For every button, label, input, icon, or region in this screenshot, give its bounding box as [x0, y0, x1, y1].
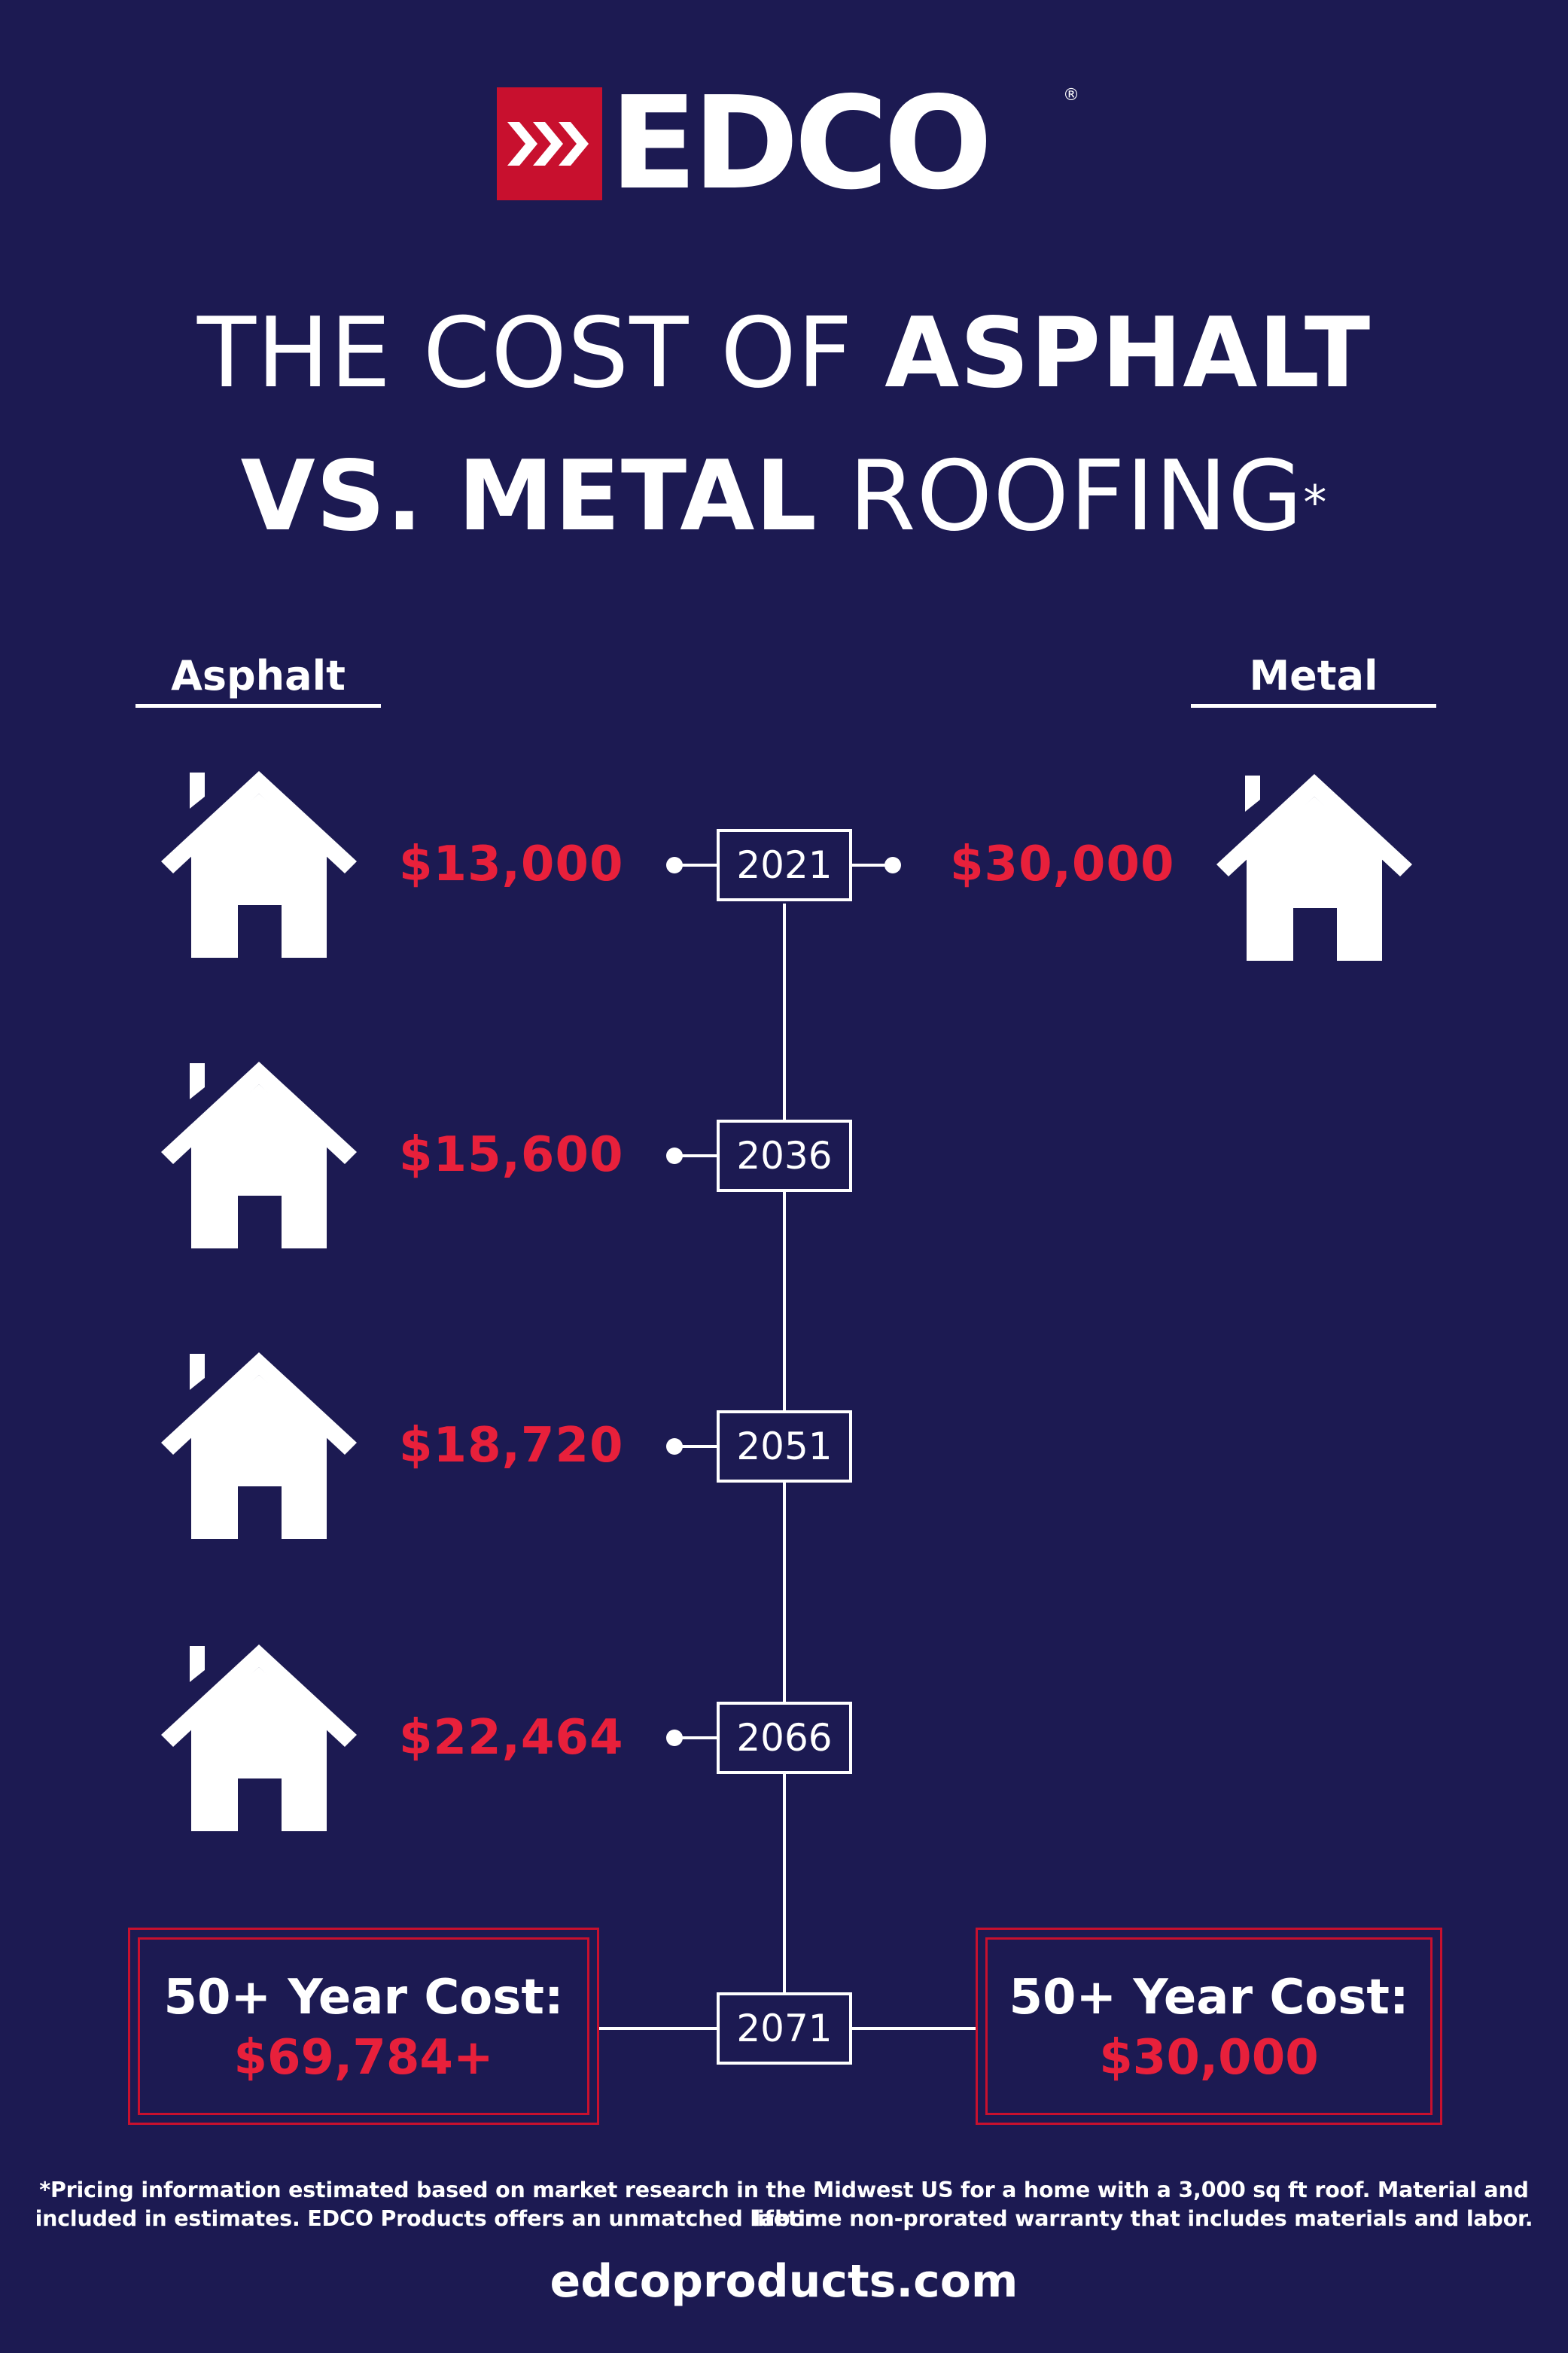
connector-dot-left-2066 — [666, 1730, 683, 1746]
year-box-2051: 2051 — [717, 1410, 852, 1483]
headline-emphasis: ASPHALT — [884, 297, 1372, 410]
asphalt-summary-value: $69,784+ — [233, 2030, 494, 2086]
year-box-2036: 2036 — [717, 1120, 852, 1192]
year-box-2021: 2021 — [717, 829, 852, 901]
house-icon — [1216, 774, 1412, 961]
footnote-line-1: *Pricing information estimated based on … — [39, 2178, 1529, 2231]
asphalt-summary-inner-border — [138, 1937, 589, 2115]
asphalt-heading-rule — [135, 704, 381, 708]
edco-logo: EDCO ® — [497, 72, 1079, 215]
headline-part: THE COST OF — [196, 297, 885, 410]
year-box-2066: 2066 — [717, 1702, 852, 1774]
year-box-2071: 2071 — [717, 1992, 852, 2065]
headline-line-1: THE COST OF ASPHALT — [0, 297, 1568, 410]
connector-dot-left-2036 — [666, 1148, 683, 1164]
connector-dot-left-2051 — [666, 1438, 683, 1455]
asphalt-price-2036: $15,600 — [399, 1127, 624, 1183]
metal-column-heading: Metal — [1249, 652, 1378, 699]
headline-part: ROOFING — [817, 440, 1304, 553]
headline-asterisk: * — [1303, 475, 1328, 530]
metal-price-2021: $30,000 — [950, 837, 1175, 892]
asphalt-summary-box: 50+ Year Cost: $69,784+ — [128, 1928, 599, 2125]
metal-summary-value: $30,000 — [1099, 2030, 1319, 2086]
house-icon — [161, 771, 357, 958]
registered-mark: ® — [1063, 86, 1079, 105]
asphalt-summary-title: 50+ Year Cost: — [163, 1970, 564, 2025]
website-link[interactable]: edcoproducts.com — [550, 2255, 1018, 2308]
connector-dot-right-2021 — [884, 857, 901, 873]
footnote-line-2: included in estimates. EDCO Products off… — [35, 2206, 1533, 2231]
metal-summary-inner-border — [985, 1937, 1433, 2115]
asphalt-price-2051: $18,720 — [399, 1418, 624, 1474]
headline-line-2: VS. METAL ROOFING* — [0, 440, 1568, 553]
house-icon — [161, 1644, 357, 1831]
asphalt-price-2021: $13,000 — [399, 837, 624, 892]
logo-wordmark: EDCO — [610, 69, 993, 218]
headline-emphasis: VS. METAL — [240, 440, 817, 553]
asphalt-price-2066: $22,464 — [399, 1710, 624, 1766]
metal-summary-title: 50+ Year Cost: — [1009, 1970, 1409, 2025]
asphalt-column-heading: Asphalt — [171, 652, 346, 699]
house-icon — [161, 1352, 357, 1539]
connector-dot-left-2021 — [666, 857, 683, 873]
metal-heading-rule — [1191, 704, 1436, 708]
metal-summary-box: 50+ Year Cost: $30,000 — [976, 1928, 1442, 2125]
house-icon — [161, 1062, 357, 1248]
chevron-logo-icon — [497, 87, 602, 200]
